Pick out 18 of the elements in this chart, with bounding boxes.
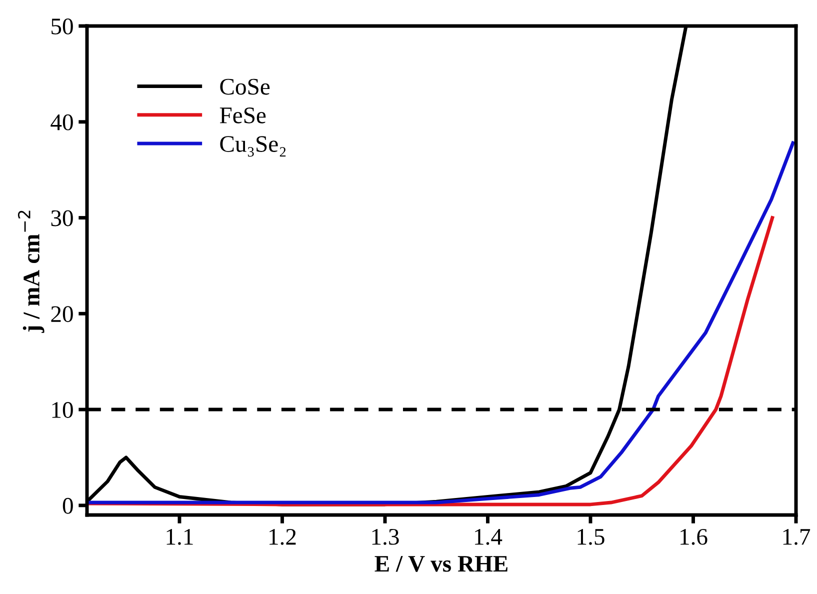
y-tick-label: 50 [52,18,73,34]
x-tick-label: 1.7 [783,528,810,545]
y-tick-label: 10 [52,402,73,418]
x-tick-label: 1.1 [166,528,193,545]
y-tick-label: 40 [50,114,73,130]
x-tick-label: 1.3 [372,528,399,545]
y-tick-label: 20 [51,306,73,322]
x-axis-title: E / V vs RHE [374,556,508,572]
legend-label: CoSe [220,78,270,95]
y-tick-label: 30 [51,210,73,226]
x-tick-label: 1.6 [680,528,708,545]
x-tick-label: 1.5 [578,528,604,545]
x-tick-label: 1.4 [475,528,502,545]
legend-label: Cu₃Se₂ [220,136,286,157]
y-axis-title: j / mA cm$^{−2}$ [18,210,44,333]
x-tick-label: 1.2 [270,528,296,545]
legend-label: FeSe [220,107,266,124]
y-tick-label: 0 [62,498,73,514]
